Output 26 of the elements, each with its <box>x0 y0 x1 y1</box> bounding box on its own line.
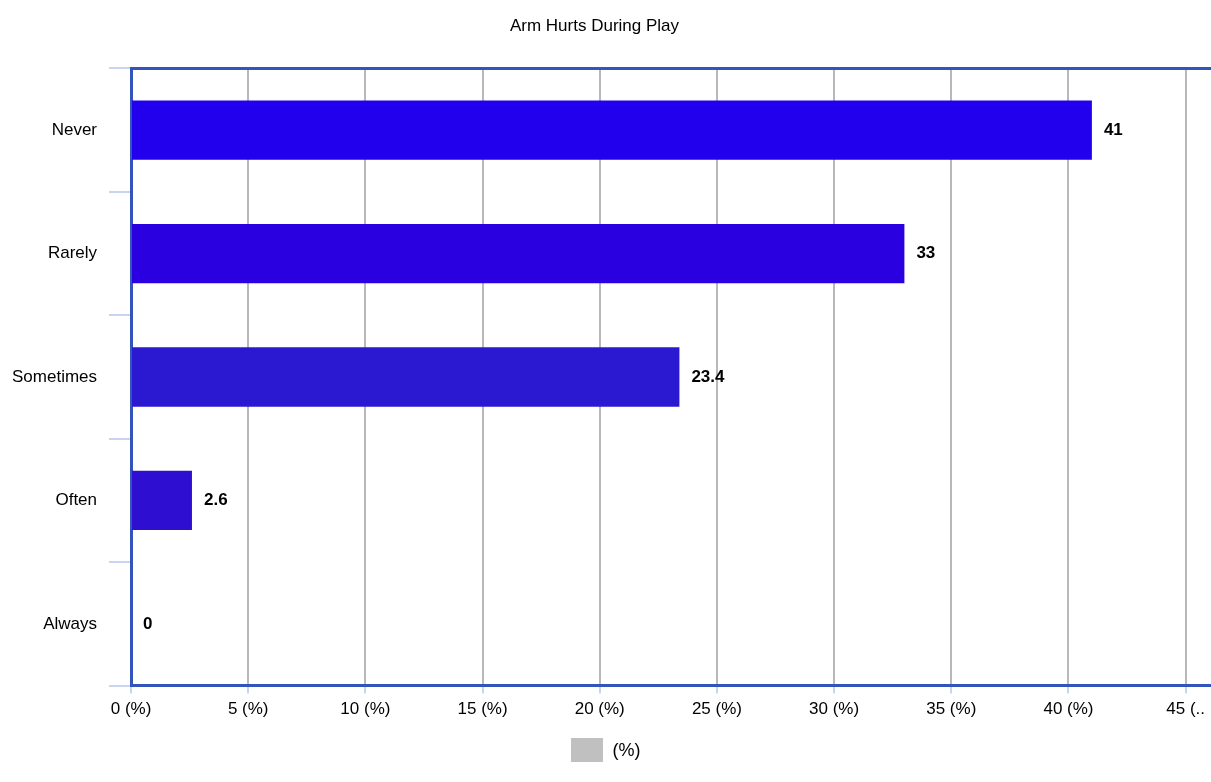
x-tick-label: 20 (%) <box>574 699 625 719</box>
bar <box>132 223 905 284</box>
x-tick-label: 45 (.. <box>1166 699 1206 719</box>
data-label: 23.4 <box>691 366 726 386</box>
bar <box>132 100 1092 160</box>
bar <box>132 470 192 531</box>
y-tick-label: Never <box>51 119 98 139</box>
y-tick-label: Always <box>43 613 98 633</box>
x-tick-label: 30 (%) <box>809 699 860 719</box>
chart-title: Arm Hurts During Play <box>509 15 680 35</box>
x-tick-label: 35 (%) <box>926 699 977 719</box>
data-label: 33 <box>916 243 936 263</box>
x-tick-label: 10 (%) <box>340 699 391 719</box>
y-tick-label: Often <box>55 490 98 510</box>
x-tick-label: 40 (%) <box>1043 699 1094 719</box>
x-tick-label: 15 (%) <box>457 699 508 719</box>
data-label: 41 <box>1103 119 1123 139</box>
bar <box>132 347 680 407</box>
data-label: 2.6 <box>203 490 228 510</box>
data-label: 0 <box>143 613 153 633</box>
y-tick-label: Sometimes <box>11 366 98 386</box>
x-tick-label: 25 (%) <box>691 699 742 719</box>
y-tick-label: Rarely <box>47 243 98 263</box>
x-tick-label: 0 (%) <box>110 699 152 719</box>
x-tick-label: 5 (%) <box>227 699 269 719</box>
text: (%) <box>612 739 641 761</box>
